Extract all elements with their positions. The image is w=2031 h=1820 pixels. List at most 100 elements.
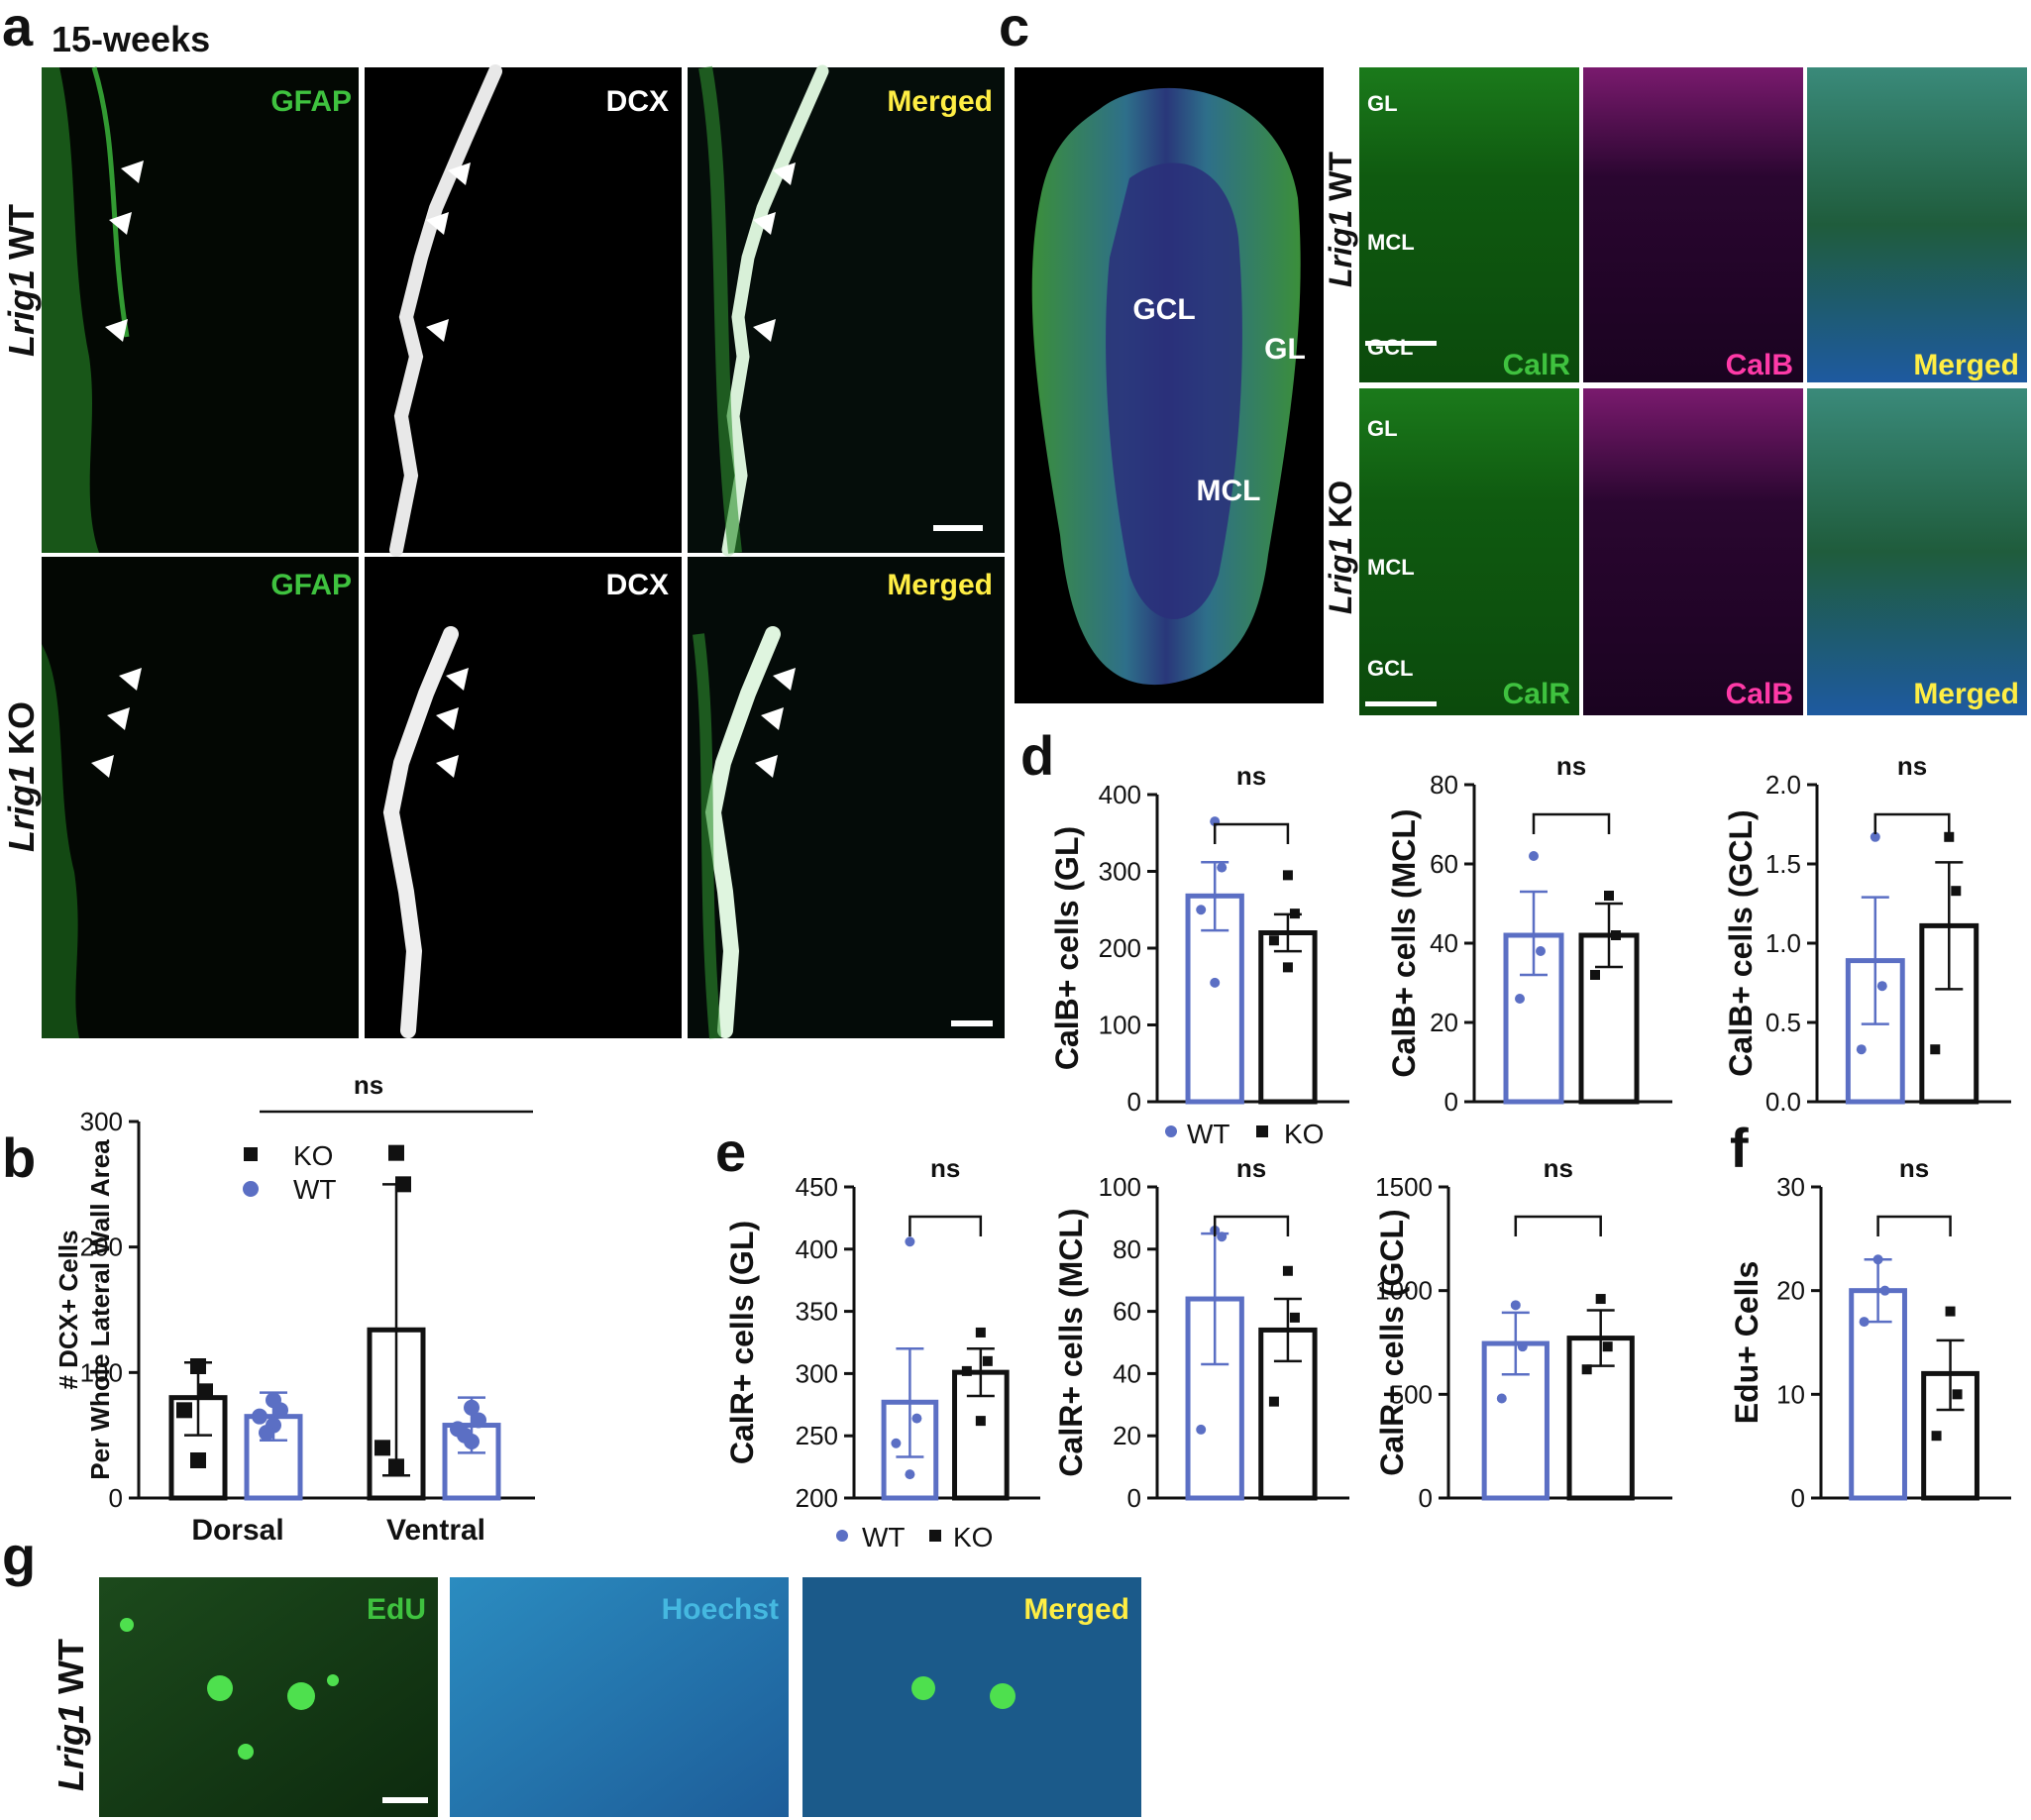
- merged-c-ko-image: [1807, 388, 2027, 715]
- y-tick-label: 100: [1099, 1172, 1141, 1202]
- y-tick-label: 80: [1113, 1234, 1141, 1264]
- channel-label-dcx: DCX: [606, 85, 669, 118]
- legend-e-ko-label: KO: [953, 1522, 993, 1552]
- data-point: [975, 1327, 986, 1338]
- significance-label: ns: [1556, 751, 1586, 781]
- data-point: [1536, 946, 1546, 956]
- layer-label-gcl: GCL: [1367, 335, 1413, 360]
- significance-label: ns: [354, 1070, 383, 1100]
- y-axis-label: # DCX+ CellsPer Whole Lateral Wall Area: [53, 1139, 115, 1480]
- row-label-c-wt: Lrig1 WT: [1323, 152, 1358, 287]
- y-tick-label: 0: [1127, 1483, 1141, 1513]
- panel-letter-f: f: [1730, 1117, 1749, 1179]
- data-point: [471, 1412, 486, 1429]
- x-tick-label: Ventral: [386, 1514, 485, 1547]
- channel-label-merged-ko: Merged: [887, 569, 993, 601]
- significance-bracket: [1514, 1215, 1602, 1236]
- panel-c: c GCL GL MCL GL MCL GCL GL MCL GCL CalR …: [999, 0, 2027, 715]
- legend-d-wt-label: WT: [1187, 1119, 1230, 1149]
- data-point: [891, 1438, 902, 1448]
- legend-b-ko-label: KO: [293, 1140, 333, 1171]
- significance-bracket: [1213, 1215, 1290, 1236]
- y-tick-label: 80: [1430, 770, 1458, 800]
- significance-label: ns: [1544, 1153, 1573, 1183]
- significance-bracket: [1213, 822, 1290, 844]
- data-point: [1282, 1265, 1293, 1276]
- data-point: [1930, 1044, 1941, 1055]
- data-point: [982, 1355, 993, 1366]
- data-point: [1517, 1341, 1528, 1352]
- legend-e: WT KO: [836, 1522, 993, 1552]
- y-tick-label: 60: [1430, 849, 1458, 879]
- y-tick-label: 400: [1099, 780, 1141, 809]
- significance-bracket: [909, 1215, 983, 1236]
- data-point: [388, 1144, 404, 1161]
- data-point: [395, 1176, 411, 1193]
- channel-label-edu: EdU: [367, 1593, 426, 1626]
- legend-d-wt-marker: [1165, 1125, 1177, 1137]
- calr-wt-image: [1359, 67, 1579, 382]
- legend-d-ko-marker: [1256, 1125, 1268, 1137]
- data-point: [272, 1402, 288, 1419]
- y-tick-label: 300: [1099, 857, 1141, 887]
- legend-e-ko-marker: [929, 1530, 941, 1542]
- data-point: [975, 1416, 986, 1427]
- significance-label: ns: [1236, 761, 1266, 791]
- data-point: [1872, 1254, 1883, 1265]
- data-point: [1931, 1431, 1942, 1442]
- data-point: [1196, 1424, 1207, 1435]
- y-tick-label: 200: [796, 1483, 838, 1513]
- y-axis-label-line: Per Whole Lateral Wall Area: [85, 1139, 115, 1480]
- chart-d2: 0 20 40 60 80 CalB+ cells (MCL) ns: [1386, 751, 1672, 1117]
- data-point: [388, 1458, 404, 1475]
- calb-ko-image: [1583, 388, 1803, 715]
- y-tick-label: 200: [80, 1232, 123, 1262]
- data-point: [374, 1440, 390, 1456]
- y-axis-label: Edu+ Cells: [1729, 1261, 1764, 1425]
- data-point: [1496, 1393, 1507, 1404]
- channel-label-gfap: GFAP: [270, 85, 352, 118]
- channel-label-dcx-ko: DCX: [606, 569, 669, 601]
- data-point: [905, 1236, 915, 1247]
- panel-letter-d: d: [1020, 724, 1054, 787]
- row-label-c-ko: Lrig1 KO: [1323, 481, 1358, 614]
- channel-label-merged-g: Merged: [1023, 1593, 1129, 1626]
- y-axis-label: CalB+ cells (GL): [1049, 826, 1085, 1070]
- y-tick-label: 10: [1776, 1379, 1805, 1409]
- data-point: [1952, 1389, 1963, 1400]
- data-point: [252, 1408, 267, 1425]
- data-point: [1289, 1312, 1300, 1323]
- data-point: [1515, 994, 1525, 1004]
- channel-label-calr: CalR: [1503, 349, 1571, 381]
- edu-cells: [120, 1618, 339, 1760]
- calr-ko-image: [1359, 388, 1579, 715]
- chart-e2: 0 20 40 60 80 100 CalR+ cells (MCL) ns: [1053, 1153, 1349, 1513]
- data-point: [457, 1427, 473, 1444]
- row-label-ko: Lrig1 KO: [1, 701, 42, 852]
- data-point: [1944, 831, 1955, 842]
- data-point: [197, 1383, 213, 1400]
- gfap-wt-image: [42, 67, 359, 553]
- arrowheads: [91, 161, 796, 778]
- y-tick-label: 0: [1127, 1087, 1141, 1117]
- channel-label-calb: CalB: [1726, 349, 1793, 381]
- y-tick-label: 1000: [1375, 1276, 1433, 1306]
- y-tick-label: 300: [796, 1358, 838, 1388]
- layer-label-gl: GL: [1367, 91, 1398, 116]
- y-tick-label: 0: [109, 1483, 123, 1513]
- data-point: [464, 1399, 480, 1416]
- layer-label-gl-ko: GL: [1367, 416, 1398, 441]
- legend-b: KO WT: [243, 1140, 337, 1205]
- chart-e1: 200 250 300 350 400 450 CalR+ cells (GL) ns: [724, 1153, 1040, 1513]
- significance-bracket: [1876, 1215, 1952, 1236]
- data-point: [1210, 977, 1221, 988]
- data-point: [961, 1365, 972, 1376]
- y-tick-label: 250: [796, 1421, 838, 1450]
- data-point: [1510, 1300, 1521, 1311]
- y-axis-label: CalR+ cells (GL): [724, 1221, 760, 1464]
- panel-letter-c: c: [999, 0, 1029, 57]
- y-tick-label: 1500: [1375, 1172, 1433, 1202]
- y-tick-label: 30: [1776, 1172, 1805, 1202]
